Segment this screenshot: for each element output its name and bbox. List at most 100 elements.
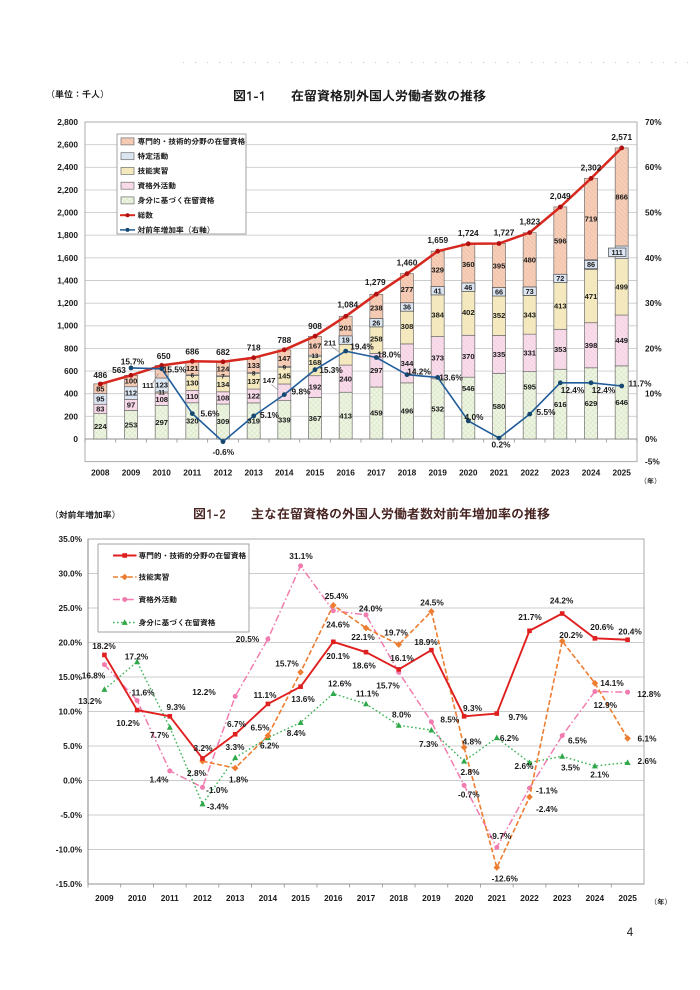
svg-text:2,571: 2,571 [611, 132, 632, 142]
svg-text:2.8%: 2.8% [187, 768, 207, 778]
svg-text:3.5%: 3.5% [561, 763, 581, 773]
svg-text:85: 85 [96, 384, 105, 393]
svg-text:2,000: 2,000 [57, 208, 78, 218]
svg-text:629: 629 [585, 399, 598, 408]
svg-text:1,460: 1,460 [397, 258, 418, 268]
svg-text:-10.0%: -10.0% [56, 844, 83, 854]
svg-text:2,049: 2,049 [550, 191, 571, 201]
svg-text:108: 108 [217, 394, 230, 403]
svg-text:6.5%: 6.5% [251, 723, 271, 733]
svg-text:1,200: 1,200 [57, 298, 78, 308]
svg-text:499: 499 [615, 283, 628, 292]
svg-text:329: 329 [431, 266, 444, 275]
svg-text:-0.7%: -0.7% [458, 789, 480, 799]
svg-text:70%: 70% [645, 117, 662, 127]
svg-text:2016: 2016 [336, 468, 355, 478]
svg-text:8: 8 [252, 370, 256, 377]
svg-text:137: 137 [247, 377, 260, 386]
svg-text:10%: 10% [645, 389, 662, 399]
svg-text:97: 97 [127, 401, 135, 410]
svg-text:15.7%: 15.7% [121, 357, 145, 367]
svg-text:72: 72 [556, 274, 564, 283]
svg-text:2024: 2024 [582, 468, 601, 478]
svg-text:2020: 2020 [455, 893, 474, 903]
svg-text:600: 600 [64, 366, 78, 376]
svg-text:373: 373 [431, 353, 444, 362]
svg-text:240: 240 [339, 374, 352, 383]
svg-text:2017: 2017 [357, 893, 376, 903]
svg-text:24.2%: 24.2% [550, 596, 574, 606]
svg-text:24.0%: 24.0% [359, 603, 383, 613]
svg-text:320: 320 [186, 417, 199, 426]
svg-text:133: 133 [247, 361, 260, 370]
svg-text:86: 86 [587, 260, 595, 269]
svg-text:2014: 2014 [259, 893, 278, 903]
svg-text:2012: 2012 [193, 893, 212, 903]
svg-text:2,200: 2,200 [57, 185, 78, 195]
svg-text:7: 7 [221, 373, 225, 380]
svg-text:309: 309 [217, 417, 230, 426]
svg-text:20%: 20% [645, 343, 662, 353]
svg-text:596: 596 [554, 236, 567, 245]
svg-text:123: 123 [155, 381, 168, 390]
svg-text:370: 370 [462, 352, 475, 361]
svg-text:2014: 2014 [275, 468, 294, 478]
svg-text:30.0%: 30.0% [58, 568, 82, 578]
svg-text:1,400: 1,400 [57, 275, 78, 285]
svg-text:297: 297 [370, 366, 383, 375]
svg-text:800: 800 [64, 343, 78, 353]
svg-text:718: 718 [247, 343, 261, 353]
svg-text:459: 459 [370, 409, 383, 418]
svg-text:0.2%: 0.2% [492, 440, 512, 450]
svg-text:343: 343 [523, 310, 536, 319]
svg-text:413: 413 [339, 411, 352, 420]
svg-text:-1.0%: -1.0% [206, 785, 228, 795]
svg-text:12.4%: 12.4% [561, 385, 585, 395]
svg-text:24.5%: 24.5% [420, 597, 444, 607]
svg-text:13.2%: 13.2% [78, 696, 102, 706]
svg-text:2024: 2024 [586, 893, 605, 903]
svg-text:3.3%: 3.3% [226, 742, 246, 752]
svg-text:40%: 40% [645, 253, 662, 263]
svg-text:2022: 2022 [520, 468, 539, 478]
svg-text:580: 580 [493, 402, 506, 411]
svg-text:14.2%: 14.2% [407, 366, 431, 376]
svg-text:2015: 2015 [291, 893, 310, 903]
svg-text:7.3%: 7.3% [419, 739, 439, 749]
svg-text:24.6%: 24.6% [326, 619, 350, 629]
svg-text:8.4%: 8.4% [287, 728, 307, 738]
svg-text:19.7%: 19.7% [384, 628, 408, 638]
svg-text:12.8%: 12.8% [637, 689, 661, 699]
svg-text:395: 395 [493, 261, 506, 270]
svg-text:297: 297 [155, 418, 168, 427]
svg-text:367: 367 [309, 414, 322, 423]
svg-text:121: 121 [186, 364, 199, 373]
svg-text:1.8%: 1.8% [229, 775, 249, 785]
svg-text:147: 147 [278, 354, 291, 363]
svg-text:6.2%: 6.2% [260, 741, 280, 751]
svg-text:31.1%: 31.1% [289, 551, 313, 561]
svg-text:9: 9 [283, 364, 287, 371]
svg-text:12.2%: 12.2% [192, 687, 216, 697]
svg-text:2023: 2023 [551, 468, 570, 478]
svg-text:-0.6%: -0.6% [212, 447, 234, 457]
svg-text:11.7%: 11.7% [628, 379, 652, 389]
svg-text:2010: 2010 [152, 468, 171, 478]
svg-text:1,000: 1,000 [57, 321, 78, 331]
svg-text:14.1%: 14.1% [600, 678, 624, 688]
svg-text:0%: 0% [645, 434, 658, 444]
svg-text:41: 41 [434, 286, 442, 295]
svg-text:1,724: 1,724 [458, 228, 479, 238]
svg-text:308: 308 [401, 322, 414, 331]
svg-text:2010: 2010 [128, 893, 147, 903]
svg-text:2018: 2018 [389, 893, 408, 903]
svg-text:2011: 2011 [161, 893, 179, 903]
svg-text:15.7%: 15.7% [376, 681, 400, 691]
svg-text:19: 19 [342, 336, 350, 345]
svg-text:277: 277 [401, 285, 414, 294]
svg-text:83: 83 [96, 405, 104, 414]
svg-text:17.2%: 17.2% [125, 652, 149, 662]
svg-text:16.1%: 16.1% [390, 653, 414, 663]
svg-text:11.1%: 11.1% [356, 689, 380, 699]
svg-text:400: 400 [64, 389, 78, 399]
